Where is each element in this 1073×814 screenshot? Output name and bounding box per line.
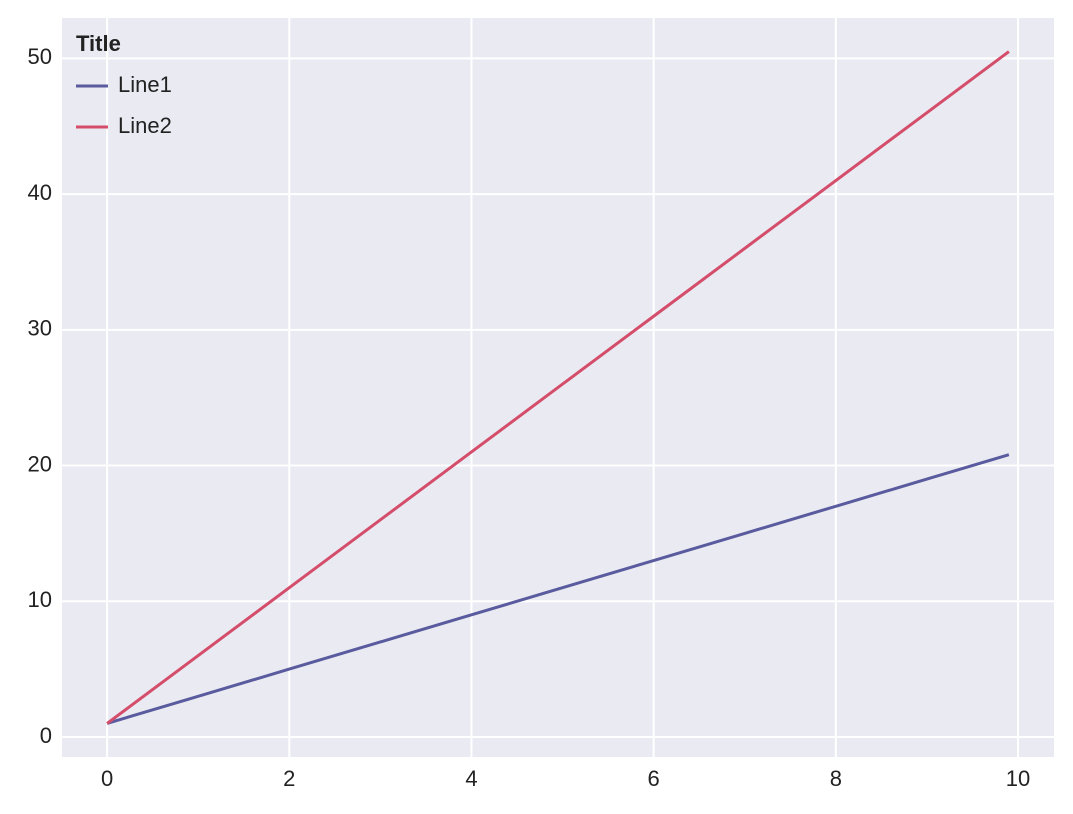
line <box>106 453 1010 725</box>
legend-title: Title <box>76 31 121 56</box>
x-tick-label: 10 <box>1006 766 1030 791</box>
legend-label: Line1 <box>118 72 172 97</box>
x-tick-label: 4 <box>465 766 477 791</box>
x-tick-label: 8 <box>830 766 842 791</box>
x-tick-label: 2 <box>283 766 295 791</box>
y-tick-label: 30 <box>28 316 52 341</box>
y-tick-label: 0 <box>40 723 52 748</box>
y-tick-label: 50 <box>28 44 52 69</box>
line <box>106 50 1010 725</box>
y-tick-label: 20 <box>28 451 52 476</box>
legend-label: Line2 <box>118 113 172 138</box>
x-tick-label: 0 <box>101 766 113 791</box>
y-tick-label: 10 <box>28 587 52 612</box>
x-tick-label: 6 <box>648 766 660 791</box>
y-tick-label: 40 <box>28 180 52 205</box>
